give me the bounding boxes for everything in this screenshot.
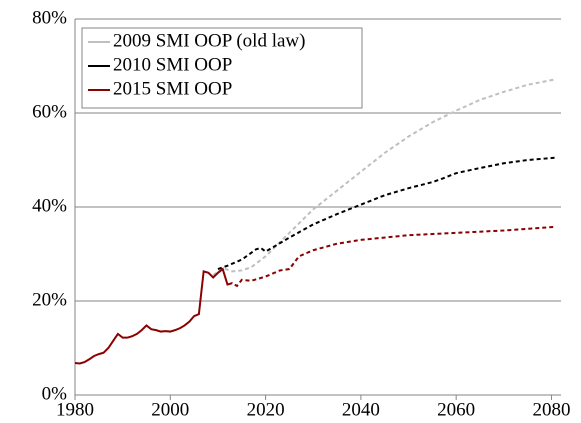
series-line xyxy=(212,78,557,276)
legend-label: 2015 SMI OOP xyxy=(113,78,232,99)
y-tick-label: 60% xyxy=(32,101,67,122)
x-tick-label: 2000 xyxy=(151,399,189,420)
y-tick-label: 80% xyxy=(32,7,67,28)
x-tick-label: 2020 xyxy=(247,399,285,420)
y-tick-label: 20% xyxy=(32,289,67,310)
series-line xyxy=(74,225,557,365)
y-tick-label: 40% xyxy=(32,195,67,216)
x-tick-label: 1980 xyxy=(56,399,94,420)
x-tick-label: 2080 xyxy=(532,399,570,420)
legend-box xyxy=(81,27,363,109)
series-line xyxy=(217,156,557,270)
x-tick-label: 2060 xyxy=(437,399,475,420)
x-tick-label: 2040 xyxy=(342,399,380,420)
legend-label: 2009 SMI OOP (old law) xyxy=(113,30,305,51)
legend-label: 2010 SMI OOP xyxy=(113,54,232,75)
y-tick-label: 0% xyxy=(42,383,68,404)
